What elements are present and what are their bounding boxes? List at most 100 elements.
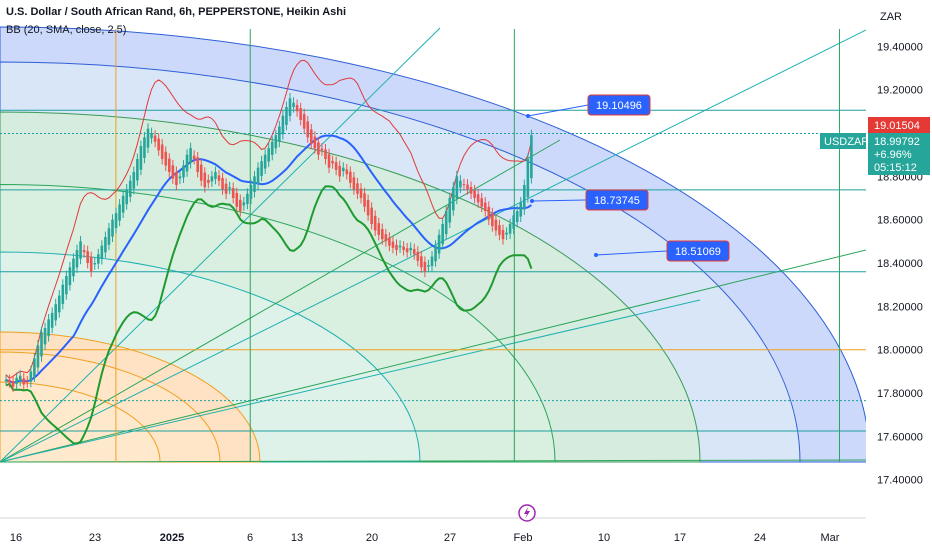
x-tick-label: 13 — [291, 532, 303, 544]
candle — [231, 187, 235, 199]
candle — [82, 250, 86, 253]
candle — [281, 115, 285, 135]
y-tick-label: 18.60000 — [877, 215, 923, 227]
candle — [398, 245, 402, 248]
candle — [11, 381, 15, 387]
candle — [512, 215, 515, 229]
candle — [334, 162, 338, 170]
callout-anchor — [526, 114, 530, 118]
candle — [469, 186, 473, 194]
y-tick-label: 18.00000 — [877, 345, 923, 357]
y-tick-label: 18.40000 — [877, 258, 923, 270]
y-tick-label: 18.20000 — [877, 301, 923, 313]
candle — [270, 141, 274, 155]
candle — [228, 187, 231, 189]
candle — [327, 154, 331, 168]
candle — [68, 267, 72, 286]
candle — [89, 257, 93, 272]
symbol-text: USDZAR — [824, 136, 869, 148]
chart-title: U.S. Dollar / South African Rand, 6h, PE… — [6, 6, 347, 18]
bb-lower — [5, 185, 533, 445]
candle — [267, 148, 270, 162]
candle — [455, 176, 459, 199]
candle — [4, 380, 8, 382]
candle — [292, 102, 295, 108]
candle — [210, 176, 214, 182]
candle — [175, 171, 178, 186]
current-price-text: 19.01504 — [874, 120, 920, 132]
candle — [508, 224, 512, 234]
candle — [363, 193, 366, 207]
candle — [320, 148, 324, 151]
candle — [224, 183, 228, 194]
candle — [72, 258, 75, 277]
candle — [75, 250, 79, 268]
candle — [114, 213, 118, 229]
candle — [441, 224, 444, 245]
candle — [118, 204, 121, 221]
candle — [473, 190, 476, 199]
x-tick-label: 6 — [247, 532, 253, 544]
candle — [285, 107, 288, 125]
last-price-text: 18.99792 — [874, 136, 920, 148]
candle — [395, 244, 398, 251]
candle — [416, 251, 420, 261]
candle — [345, 169, 349, 175]
candle — [299, 108, 302, 121]
candle — [185, 154, 189, 172]
candle — [153, 135, 157, 142]
candle — [61, 284, 65, 304]
candle — [97, 254, 100, 264]
callout-box — [666, 240, 730, 262]
time-axis — [0, 518, 866, 550]
x-tick-label: 2025 — [160, 532, 184, 544]
candle — [302, 114, 306, 129]
candle — [199, 164, 203, 181]
event-flash-glyph — [524, 507, 530, 519]
candle — [274, 135, 278, 149]
candle — [121, 195, 125, 213]
candle — [519, 202, 523, 217]
indicator-label: BB (20, SMA, close, 2.5) — [6, 24, 127, 36]
currency-label: ZAR — [880, 11, 902, 23]
candle — [444, 211, 448, 235]
y-tick-label: 19.20000 — [877, 85, 923, 97]
current-price-badge — [868, 117, 930, 133]
candle — [487, 206, 491, 220]
candle — [377, 223, 381, 235]
candle — [331, 160, 334, 164]
candle — [324, 149, 327, 160]
candle — [515, 211, 519, 223]
x-tick-label: 23 — [89, 532, 101, 544]
candle — [15, 377, 18, 384]
candle — [359, 188, 363, 199]
candle — [93, 263, 97, 265]
callout-pointer — [527, 104, 589, 117]
candle — [391, 241, 395, 248]
bb-basis — [5, 134, 532, 384]
candle — [448, 198, 452, 223]
candle — [483, 202, 487, 212]
callout-box — [587, 94, 651, 116]
candle — [310, 129, 313, 144]
candle — [40, 332, 43, 357]
candle — [214, 172, 217, 179]
candle — [18, 375, 22, 381]
candle — [491, 213, 494, 227]
y-tick-label: 17.80000 — [877, 388, 923, 400]
candle — [356, 183, 359, 194]
x-tick-label: Mar — [821, 532, 840, 544]
candle — [480, 198, 483, 207]
candle — [143, 137, 146, 158]
x-tick-label: 24 — [754, 532, 766, 544]
candle — [107, 228, 111, 245]
candle — [352, 177, 356, 190]
x-tick-label: 16 — [10, 532, 22, 544]
candle — [288, 98, 292, 116]
callout-anchor — [594, 253, 598, 257]
candle — [192, 155, 196, 160]
candle — [79, 241, 82, 259]
candle — [523, 185, 526, 210]
candle — [160, 144, 164, 160]
